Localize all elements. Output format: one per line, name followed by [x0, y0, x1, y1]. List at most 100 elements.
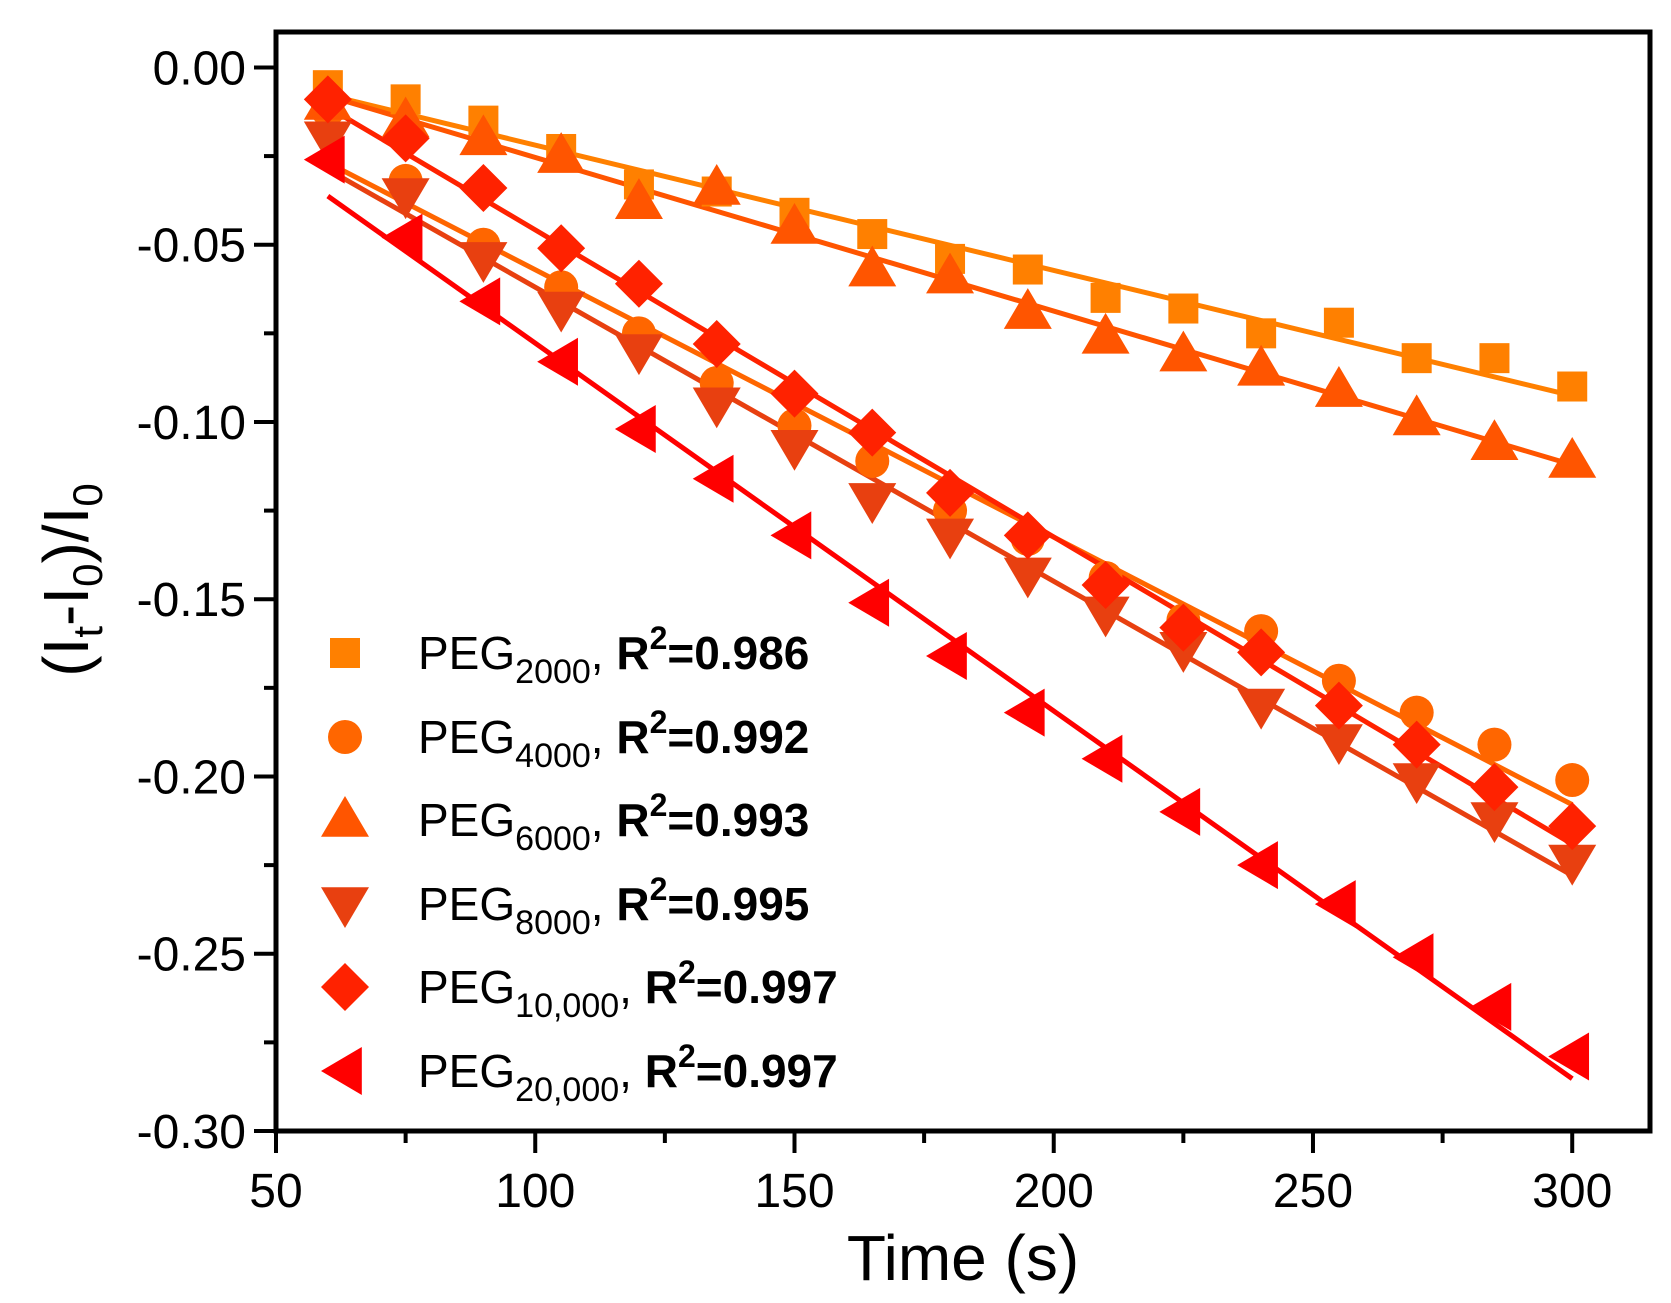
data-point: [1003, 288, 1052, 329]
data-point: [614, 405, 656, 454]
data-point: [1470, 982, 1512, 1031]
legend-r2-value: =0.986: [667, 627, 809, 679]
data-point: [926, 252, 975, 294]
data-point: [692, 387, 741, 429]
data-point: [926, 631, 967, 680]
data-point: [1477, 727, 1512, 762]
data-point: [1555, 763, 1590, 798]
plot-frame: [273, 29, 1653, 1134]
data-point: [1168, 293, 1199, 324]
legend-item: PEG10,000, R2=0.997: [321, 954, 838, 1025]
legend-label: PEG2000, R2=0.986: [418, 620, 809, 691]
y-tick-label: -0.05: [137, 220, 246, 273]
data-point: [303, 135, 345, 184]
data-point: [1159, 330, 1208, 372]
legend-r2-superscript: 2: [650, 620, 668, 656]
legend-name: PEG: [418, 1045, 515, 1097]
data-point: [1159, 632, 1208, 673]
data-point: [857, 219, 888, 250]
legend-separator: ,: [591, 878, 617, 930]
y-axis-title: (It-I0)/I0: [30, 483, 111, 676]
data-point: [855, 443, 890, 478]
y-title-sub: 0: [64, 564, 111, 587]
data-point: [459, 163, 508, 212]
data-point: [1321, 663, 1356, 698]
legend-r2-label: R: [645, 961, 678, 1013]
data-point: [1470, 419, 1519, 461]
legend-subscript: 4000: [515, 737, 591, 775]
legend-marker: [321, 887, 369, 928]
legend-r2-label: R: [616, 711, 649, 763]
y-tick-label: -0.20: [137, 751, 246, 804]
data-point: [614, 259, 663, 308]
data-point: [459, 114, 508, 156]
data-point: [1392, 394, 1441, 436]
data-point: [848, 483, 897, 524]
data-point: [1548, 802, 1597, 851]
data-point: [1081, 734, 1123, 783]
legend-r2-superscript: 2: [678, 1038, 696, 1074]
legend-label: PEG4000, R2=0.992: [418, 704, 809, 775]
y-title-sub: t: [64, 626, 111, 638]
data-point: [614, 178, 663, 219]
data-point: [1081, 561, 1130, 610]
x-tick-label: 200: [1014, 1165, 1094, 1218]
legend-name: PEG: [418, 878, 515, 930]
data-point: [381, 114, 430, 163]
y-tick-label: -0.30: [137, 1106, 246, 1159]
data-point: [770, 511, 812, 560]
data-point: [303, 75, 352, 124]
data-point: [1399, 695, 1434, 730]
legend-r2-superscript: 2: [650, 787, 668, 823]
data-point: [1159, 603, 1208, 652]
data-point: [1012, 254, 1043, 285]
data-point: [1548, 436, 1597, 478]
data-point: [692, 319, 741, 368]
y-title-part: -I: [30, 587, 102, 626]
data-point: [1470, 763, 1519, 812]
data-point: [303, 121, 352, 163]
data-point: [1323, 307, 1354, 338]
legend-label: PEG10,000, R2=0.997: [418, 954, 838, 1025]
legend-marker: [330, 638, 360, 668]
legend-name: PEG: [418, 627, 515, 679]
data-point: [537, 224, 586, 273]
x-tick-label: 300: [1532, 1165, 1612, 1218]
legend-subscript: 8000: [515, 904, 591, 942]
legend-r2-value: =0.997: [696, 961, 838, 1013]
data-point: [1003, 557, 1052, 599]
data-point: [1314, 724, 1363, 766]
legend-r2-label: R: [616, 794, 649, 846]
legend-r2-superscript: 2: [650, 704, 668, 740]
data-point: [1479, 343, 1510, 374]
y-tick-label: -0.25: [137, 929, 246, 982]
data-point: [1003, 511, 1052, 560]
data-point: [848, 408, 897, 457]
legend-name: PEG: [418, 961, 515, 1013]
legend-separator: ,: [591, 794, 617, 846]
data-point: [614, 334, 663, 376]
legend-item: PEG20,000, R2=0.997: [321, 1038, 838, 1109]
data-point: [1314, 880, 1356, 929]
data-point: [1003, 688, 1045, 737]
data-point: [537, 337, 578, 386]
legend-label: PEG20,000, R2=0.997: [418, 1038, 838, 1109]
data-point: [1081, 312, 1130, 354]
x-tick-label: 50: [249, 1165, 302, 1218]
data-point: [459, 242, 508, 283]
data-point: [692, 454, 734, 503]
legend-r2-superscript: 2: [650, 871, 668, 907]
data-point: [1314, 681, 1363, 730]
data-point: [1159, 787, 1201, 836]
legend-subscript: 10,000: [515, 987, 619, 1025]
data-point: [770, 202, 819, 244]
data-point: [1401, 343, 1432, 374]
legend-separator: ,: [619, 1045, 645, 1097]
legend-r2-label: R: [616, 878, 649, 930]
data-point: [926, 518, 975, 560]
data-point: [848, 578, 890, 627]
legend-item: PEG6000, R2=0.993: [321, 787, 809, 858]
data-points: [303, 70, 1597, 1081]
